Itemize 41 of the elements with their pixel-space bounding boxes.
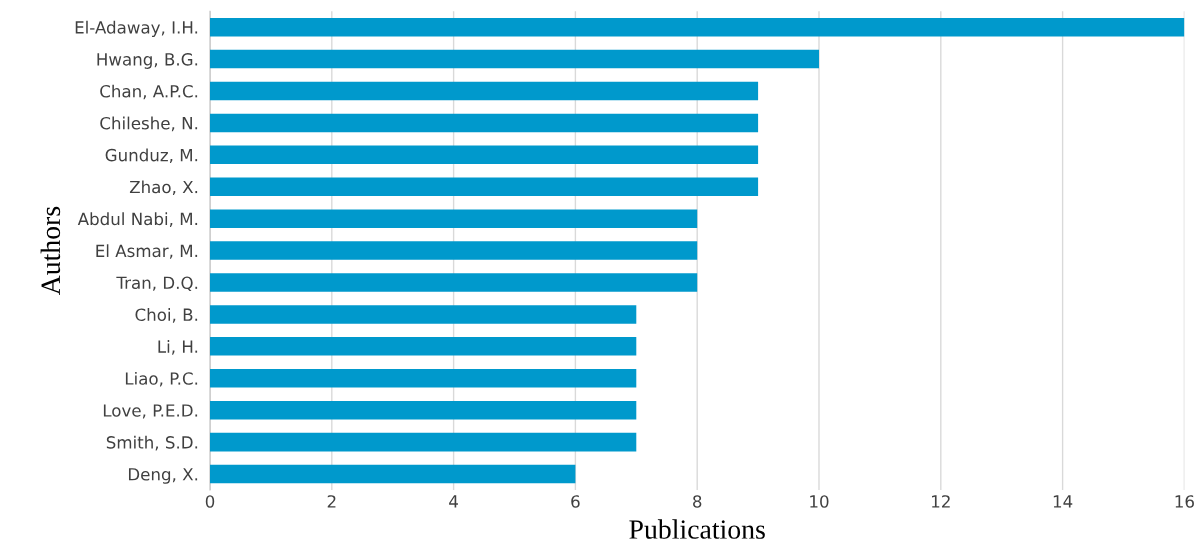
y-tick-label: Hwang, B.G.: [97, 53, 198, 69]
y-axis-title: Authors: [40, 206, 61, 296]
y-tick-label: Zhao, X.: [129, 180, 198, 196]
bar: [210, 209, 698, 228]
bar: [210, 400, 637, 420]
y-tick-label: Love, P.E.D.: [103, 404, 198, 419]
y-tick-label: Li, H.: [158, 340, 198, 355]
bar: [210, 17, 1185, 37]
bar: [210, 81, 759, 101]
bar: [210, 432, 637, 452]
y-tick-label: Gunduz, M.: [105, 148, 198, 164]
y-tick-label: Liao, P.C.: [125, 371, 198, 387]
x-tick-label: 10: [810, 495, 829, 508]
x-tick-label: 2: [327, 495, 336, 508]
y-tick-label: Chan, A.P.C.: [100, 84, 198, 100]
bar: [210, 177, 759, 197]
bar: [210, 145, 759, 165]
x-tick-label: 6: [571, 495, 580, 508]
y-tick-label: El Asmar, M.: [96, 244, 198, 259]
bar: [210, 337, 637, 356]
x-tick-label: 4: [449, 495, 458, 508]
y-tick-label: Abdul Nabi, M.: [77, 212, 198, 227]
x-tick-label: 0: [205, 495, 215, 508]
y-tick-label: Choi, B.: [135, 308, 198, 323]
x-tick-label: 8: [693, 495, 702, 508]
bar: [210, 464, 576, 484]
bar: [210, 305, 637, 324]
y-tick-label: Smith, S.D.: [106, 435, 198, 451]
bar: [210, 273, 698, 292]
x-axis-title: Publications: [629, 519, 765, 539]
x-tick-label: 16: [1175, 495, 1194, 508]
x-tick-label: 14: [1053, 495, 1073, 508]
bar: [210, 369, 637, 388]
y-tick-label: Chileshe, N.: [100, 116, 198, 132]
bar: [210, 49, 819, 69]
y-tick-label: Deng, X.: [128, 468, 198, 484]
bar: [210, 241, 698, 260]
x-tick-label: 12: [932, 495, 950, 508]
bar: [210, 113, 759, 133]
y-tick-label: El-Adaway, I.H.: [75, 20, 198, 37]
y-tick-label: Tran, D.Q.: [116, 276, 198, 291]
